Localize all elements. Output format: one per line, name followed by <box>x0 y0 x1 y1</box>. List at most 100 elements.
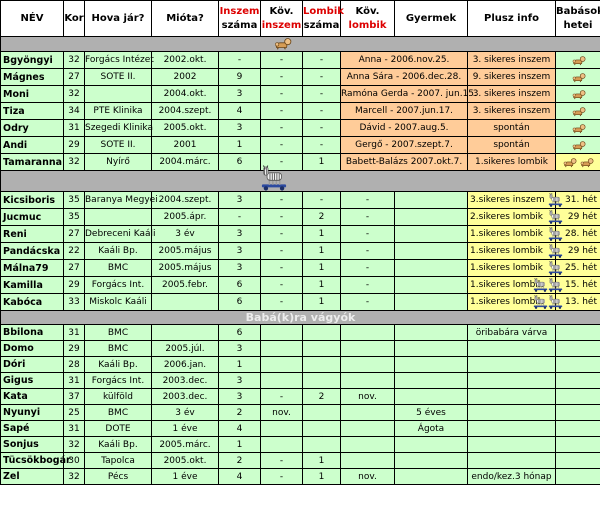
separator-cell <box>0 36 600 52</box>
cell-babasok-hetei <box>555 356 600 373</box>
cell-babasok-hetei <box>555 388 600 405</box>
crawling-baby-icon <box>571 106 586 117</box>
zebra-toy-icon <box>547 226 564 241</box>
cell-hova-jar: Debreceni Kaáli <box>84 225 156 243</box>
cell-plusz-info: 9. sikeres inszem <box>467 68 556 86</box>
cell-kov-lombik <box>340 372 395 389</box>
cell-kor: 32 <box>63 436 85 453</box>
cell-miota: 3 év <box>151 404 219 421</box>
cell-kov-lombik: - <box>340 208 395 226</box>
cell-hova-jar <box>84 85 152 103</box>
cell-lombik-szama: 1 <box>302 225 341 243</box>
cell-kov-inszem: - <box>260 153 303 171</box>
zebra-toy-icon <box>547 294 564 309</box>
cell-gyermek <box>394 242 468 260</box>
cell-lombik-szama: - <box>302 68 341 86</box>
cell-babasok-hetei <box>555 324 600 341</box>
crawling-baby-icon <box>571 123 586 134</box>
member-row: Pandácska 22 Kaáli Bp. 2005.május 3-1-1.sike… <box>0 242 600 260</box>
cell-babasok-hetei: 28. hét <box>555 225 600 243</box>
cell-plusz-info: spontán <box>467 136 556 154</box>
cell-babasok-hetei <box>555 436 600 453</box>
cell-kov-inszem <box>260 324 303 341</box>
cell-babasok-hetei <box>555 102 600 120</box>
member-row: Kata 37 külföld 2003.dec. 3-2 nov. <box>0 388 600 405</box>
cell-inszem-szama: 1 <box>218 356 261 373</box>
cell-gyermek <box>394 452 468 469</box>
cell-inszem-szama: 1 <box>218 436 261 453</box>
cell-hova-jar: külföld <box>84 388 152 405</box>
cell-kov-inszem <box>260 436 303 453</box>
cell-kor: 31 <box>63 324 85 341</box>
cell-kov-inszem <box>260 340 303 357</box>
member-row: Sonjus 32 Kaáli Bp. 2005.márc. 1 <box>0 436 600 453</box>
cell-babasok-hetei: 29 hét <box>555 208 600 226</box>
cell-kov-inszem: - <box>260 85 303 103</box>
zebra-toy-icon <box>259 165 289 191</box>
cell-plusz-info <box>467 452 556 469</box>
cell-gyermek <box>394 225 468 243</box>
zebra-toy-icon <box>547 209 564 224</box>
cell-gyermek: Marcell - 2007.jun.17. <box>340 102 468 120</box>
cell-miota: 2002 <box>151 68 219 86</box>
cell-miota: 1 éve <box>151 420 219 437</box>
cell-gyermek <box>394 372 468 389</box>
member-row: Gigus 31 Forgács Int. 2003.dec. 3 <box>0 372 600 389</box>
cell-miota: 3 év <box>151 225 219 243</box>
cell-kov-lombik <box>340 452 395 469</box>
cell-inszem-szama: 3 <box>218 388 261 405</box>
section-separator-pocaklakok <box>0 165 600 192</box>
cell-kor: 32 <box>63 468 85 485</box>
cell-gyermek <box>394 191 468 209</box>
cell-kov-inszem: - <box>260 136 303 154</box>
cell-plusz-info: 3. sikeres inszem <box>467 85 556 103</box>
cell-plusz-info <box>467 420 556 437</box>
cell-babasok-hetei: 25. hét <box>555 259 600 277</box>
cell-inszem-szama: 3 <box>218 85 261 103</box>
cell-babasok-hetei <box>555 85 600 103</box>
cell-nev: Mágnes <box>0 68 64 86</box>
col-header-lombik-szama: Lombik száma <box>302 0 344 37</box>
cell-nev: Zel <box>0 468 64 485</box>
cell-inszem-szama: 4 <box>218 420 261 437</box>
cell-gyermek: Dávid - 2007.aug.5. <box>340 119 468 137</box>
cell-inszem-szama: 3 <box>218 242 261 260</box>
cell-kor: 29 <box>63 276 85 294</box>
member-row: Kabóca 33 Miskolc Kaáli 6-1-1.sikeres lombi… <box>0 293 600 311</box>
cell-lombik-szama: 2 <box>302 208 341 226</box>
member-row: Tiza 34 PTE Klinika 2004.szept. 4- - Marcell -… <box>0 102 600 120</box>
cell-kov-inszem: - <box>260 51 303 69</box>
cell-gyermek <box>394 436 468 453</box>
cell-inszem-szama: - <box>218 51 261 69</box>
cell-babasok-hetei <box>555 153 600 171</box>
cell-miota <box>151 293 219 311</box>
member-row: Zel 32 Pécs 1 éve 4-1 nov. endo/kez.3 hónap <box>0 468 600 485</box>
cell-kor: 31 <box>63 372 85 389</box>
cell-plusz-info: 1.sikeres lombik <box>467 153 556 171</box>
header-row: NÉV Kor Hova jár? Mióta? Inszem száma Köv. insz… <box>0 0 600 37</box>
cell-gyermek <box>394 293 468 311</box>
cell-inszem-szama: 4 <box>218 468 261 485</box>
cell-hova-jar: Kaáli Bp. <box>84 242 152 260</box>
cell-nev: Nyunyi <box>0 404 64 421</box>
member-row: Kicsiboris 35 Baranya Megyei 2004.szept. 3- -… <box>0 191 600 209</box>
member-row: Bgyöngyi 32 Forgács Intézet 2002.okt. - - - Ann… <box>0 51 600 69</box>
separator-cell: Babá(k)ra vágyók <box>0 310 600 325</box>
cell-lombik-szama: - <box>302 51 341 69</box>
col-header-kov-lombik: Köv. lombik <box>340 0 395 37</box>
cell-lombik-szama: 1 <box>302 242 341 260</box>
table-header: NÉV Kor Hova jár? Mióta? Inszem száma Köv. insz… <box>0 0 600 37</box>
cell-inszem-szama: 3 <box>218 259 261 277</box>
cell-plusz-info: 1.sikeres lombik <box>467 276 563 294</box>
cell-hova-jar: SOTE II. <box>84 68 152 86</box>
cell-nev: Sapé <box>0 420 64 437</box>
cell-babasok-hetei: 13. hét <box>555 293 600 311</box>
cell-plusz-info: öribabára várva <box>467 324 556 341</box>
cell-nev: Moni <box>0 85 64 103</box>
cell-inszem-szama: 6 <box>218 324 261 341</box>
cell-kov-lombik <box>340 436 395 453</box>
cell-gyermek <box>394 324 468 341</box>
cell-hova-jar: BMC <box>84 324 152 341</box>
member-row: Jucmuc 35 2005.ápr. - -2-2.sikeres lombik 29 … <box>0 208 600 226</box>
cell-gyermek: Anna - 2006.nov.25. <box>340 51 468 69</box>
